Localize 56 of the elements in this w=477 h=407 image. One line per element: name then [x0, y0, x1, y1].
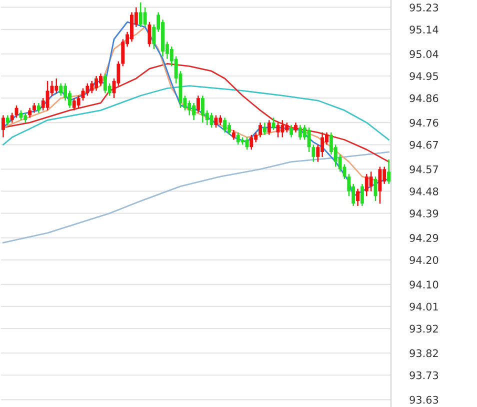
- candlestick: [369, 171, 373, 192]
- candlestick: [294, 122, 298, 134]
- candlestick: [250, 134, 254, 150]
- candlestick: [356, 188, 360, 207]
- candlestick: [267, 120, 271, 136]
- candlestick: [232, 129, 236, 140]
- candlestick: [28, 107, 32, 118]
- candlestick: [86, 82, 90, 96]
- line-series: [2, 151, 390, 244]
- candlestick: [245, 136, 249, 150]
- candlestick: [360, 183, 364, 207]
- y-tick-label: 94.95: [410, 72, 438, 80]
- y-tick-label: 93.63: [410, 396, 438, 404]
- y-tick-label: 94.39: [410, 210, 438, 218]
- y-tick-label: 94.57: [410, 165, 438, 174]
- y-tick-label: 95.23: [410, 4, 438, 12]
- y-tick-label: 94.01: [410, 302, 438, 311]
- candlestick: [258, 122, 262, 138]
- candlestick: [290, 124, 294, 138]
- y-tick-label: 94.76: [410, 118, 438, 127]
- y-tick-label: 93.82: [410, 349, 438, 358]
- candlestick: [46, 80, 50, 111]
- y-tick-label: 93.73: [410, 371, 438, 380]
- candlestick: [148, 21, 152, 48]
- candlestick: [10, 112, 14, 124]
- candlestick: [312, 144, 316, 162]
- y-tick-label: 94.20: [410, 256, 438, 264]
- candlestick: [59, 82, 63, 96]
- candlestick: [76, 94, 80, 109]
- candlestick: [98, 72, 102, 86]
- line-series: [2, 85, 390, 146]
- candlestick: [6, 114, 10, 126]
- candlestick: [387, 158, 391, 185]
- line-series: [2, 63, 390, 163]
- candlestick: [262, 122, 266, 136]
- y-tick-label: 94.29: [410, 234, 438, 242]
- y-tick-label: 94.10: [410, 280, 438, 289]
- candlestick: [121, 38, 125, 67]
- candlestick: [223, 117, 227, 134]
- y-tick-label: 95.04: [410, 50, 438, 58]
- y-tick-label: 94.67: [410, 140, 438, 149]
- candlestick: [214, 114, 218, 128]
- y-tick-label: 95.14: [410, 26, 438, 34]
- candlestick: [19, 110, 23, 121]
- y-tick-label: 93.92: [410, 324, 438, 333]
- candlestick: [280, 120, 284, 138]
- candlestick: [68, 90, 72, 109]
- candlestick: [36, 102, 40, 114]
- candlestick: [1, 114, 5, 138]
- candlestick: [143, 6, 147, 28]
- candlestick: [272, 117, 276, 131]
- y-tick-label: 94.48: [410, 187, 438, 196]
- candlestick: [32, 102, 36, 114]
- y-tick-label: 94.86: [410, 94, 438, 102]
- candlestick: [196, 94, 200, 114]
- candlestick: [378, 166, 382, 204]
